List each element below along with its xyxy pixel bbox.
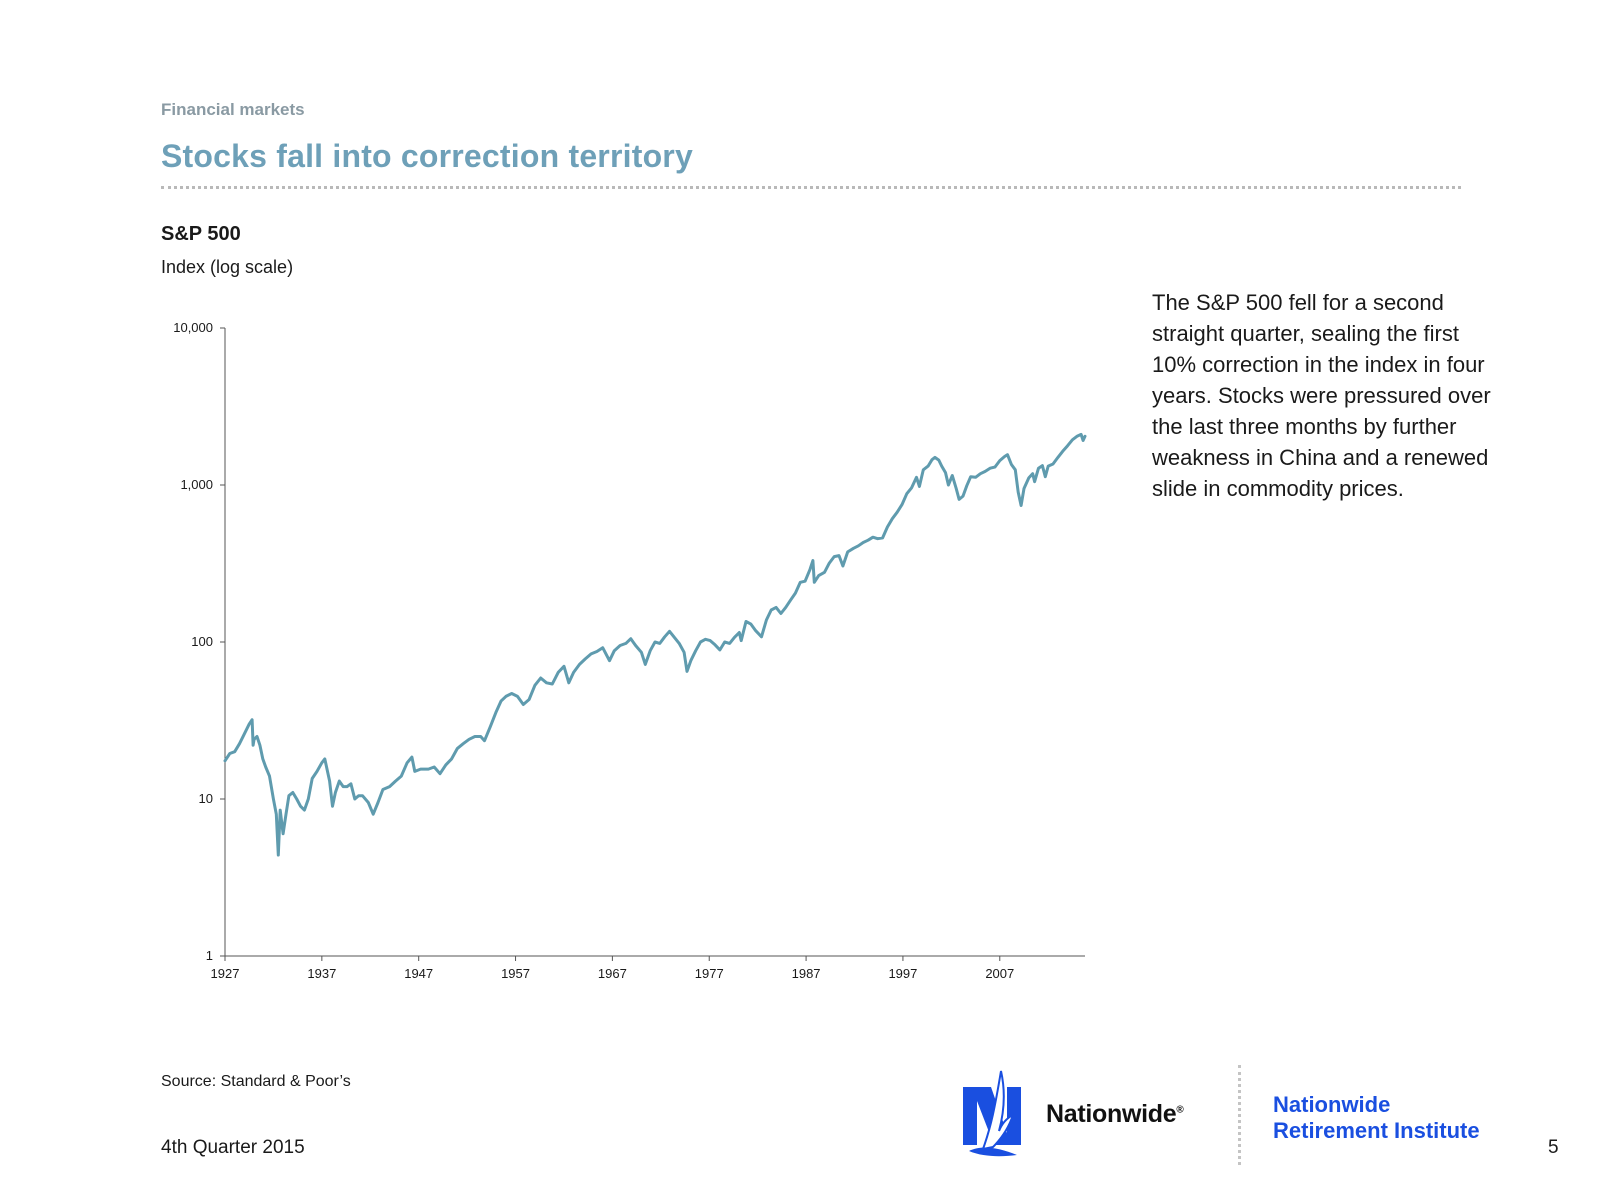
x-tick-label: 1987 bbox=[792, 966, 821, 981]
brand-name: Nationwide bbox=[1046, 1100, 1177, 1128]
y-tick-label: 1,000 bbox=[180, 477, 213, 492]
registered-mark: ® bbox=[1176, 1104, 1184, 1116]
x-tick-label: 1947 bbox=[404, 966, 433, 981]
x-tick-label: 1977 bbox=[695, 966, 724, 981]
footer-divider bbox=[1238, 1065, 1241, 1165]
section-label: Financial markets bbox=[161, 100, 305, 119]
y-tick-label: 10,000 bbox=[173, 320, 213, 335]
x-tick-label: 1957 bbox=[501, 966, 530, 981]
source-note: Source: Standard & Poor’s bbox=[161, 1073, 351, 1090]
x-tick-label: 1927 bbox=[211, 966, 240, 981]
x-tick-label: 2007 bbox=[985, 966, 1014, 981]
y-axis: 1 10 100 1,000 10,000 bbox=[173, 320, 226, 963]
institute-line-1: Nationwide bbox=[1273, 1092, 1391, 1117]
y-tick-label: 1 bbox=[206, 948, 213, 963]
brand-wordmark: Nationwide® bbox=[1046, 1100, 1184, 1129]
commentary-text: The S&P 500 fell for a second straight q… bbox=[1152, 290, 1491, 501]
chart-axis-label: Index (log scale) bbox=[161, 257, 294, 277]
page-number: 5 bbox=[1548, 1137, 1559, 1158]
chart-title: S&P 500 bbox=[161, 223, 241, 245]
page-title: Stocks fall into correction territory bbox=[161, 138, 693, 174]
title-divider bbox=[161, 186, 1461, 189]
y-tick-label: 10 bbox=[199, 791, 213, 806]
x-axis: 1927 1937 1947 1957 1967 1977 1987 1997 2007 bbox=[211, 955, 1085, 981]
y-tick-label: 100 bbox=[191, 634, 213, 649]
series-layer bbox=[223, 432, 1087, 857]
x-tick-label: 1967 bbox=[598, 966, 627, 981]
series-line-sp500 bbox=[223, 432, 1087, 857]
x-tick-label: 1997 bbox=[888, 966, 917, 981]
x-tick-label: 1937 bbox=[307, 966, 336, 981]
institute-name: Nationwide Retirement Institute bbox=[1273, 1092, 1480, 1144]
date-footer: 4th Quarter 2015 bbox=[161, 1137, 305, 1158]
institute-line-2: Retirement Institute bbox=[1273, 1118, 1480, 1143]
nationwide-eagle-logo-icon bbox=[963, 1070, 1021, 1157]
